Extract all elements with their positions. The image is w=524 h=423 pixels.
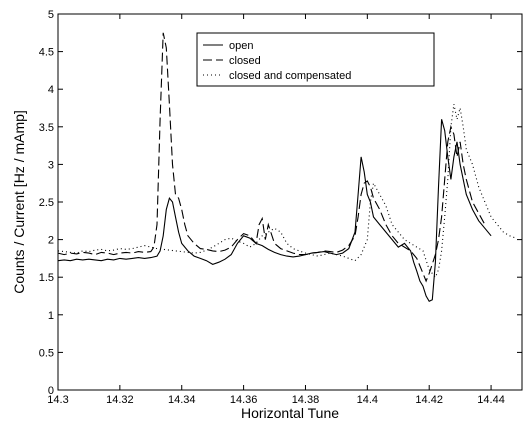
legend-label-0: open [229, 40, 253, 52]
x-tick-label: 14.36 [230, 394, 258, 406]
y-tick-label: 5 [48, 9, 54, 21]
y-tick-label: 2 [48, 235, 54, 247]
y-tick-label: 1 [48, 310, 54, 322]
y-tick-label: 4.5 [39, 47, 54, 59]
series-line-0 [57, 119, 492, 303]
legend-label-1: closed [229, 55, 261, 67]
y-tick-label: 0 [48, 385, 54, 397]
axis-ticks: 14.3 14.32 14.34 14.36 14.38 14.4 14.42 14.44 0 0… [39, 9, 522, 406]
y-axis-label: Counts / Current [Hz / mAmp] [11, 110, 27, 294]
x-tick-label: 14.4 [357, 394, 378, 406]
y-tick-label: 4 [48, 84, 54, 96]
x-tick-label: 14.32 [106, 394, 134, 406]
y-tick-label: 3 [48, 159, 54, 171]
y-tick-label: 2.5 [39, 197, 54, 209]
series-line-2 [57, 104, 516, 279]
series-layer [57, 32, 516, 303]
x-axis-label: Horizontal Tune [241, 405, 339, 421]
x-tick-label: 14.34 [168, 394, 196, 406]
y-tick-label: 3.5 [39, 122, 54, 134]
legend-label-2: closed and compensated [229, 70, 351, 82]
x-tick-label: 14.44 [477, 394, 505, 406]
x-tick-label: 14.42 [415, 394, 443, 406]
y-tick-label: 1.5 [39, 272, 54, 284]
legend-box [196, 32, 435, 87]
x-tick-label: 14.3 [47, 394, 68, 406]
y-tick-label: 0.5 [39, 347, 54, 359]
x-tick-label: 14.38 [292, 394, 320, 406]
legend: open closed closed and compensated [196, 32, 435, 87]
